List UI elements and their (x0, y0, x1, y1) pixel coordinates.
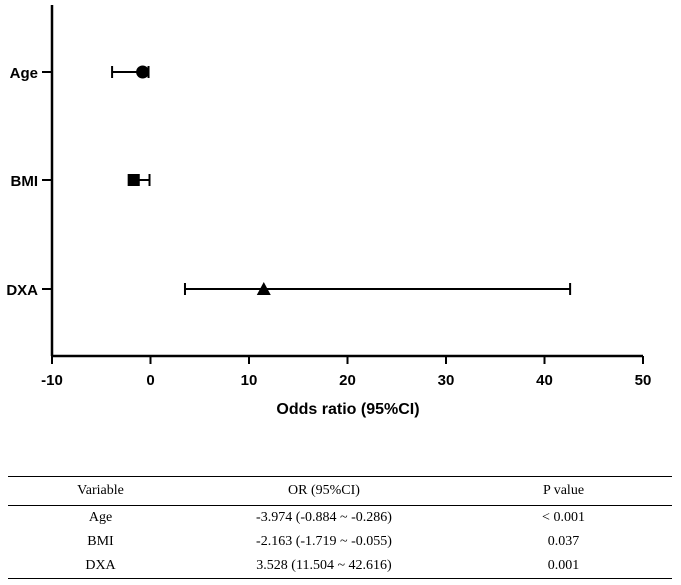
x-axis-label: Odds ratio (95%CI) (276, 401, 419, 418)
header-variable: Variable (8, 476, 193, 506)
cell-variable: DXA (8, 554, 193, 579)
cell-variable: Age (88, 510, 113, 525)
cell-or: 3.528 (11.504 ~ 42.616) (193, 554, 455, 579)
x-tick-label: 30 (438, 372, 455, 389)
table-row: DXA 3.528 (11.504 ~ 42.616) 0.001 (8, 554, 672, 579)
cell-p-value: 0.001 (455, 554, 672, 579)
x-tick-label: 40 (536, 372, 553, 389)
header-or: OR (95%CI) (193, 476, 455, 506)
cell-or: -3.974 (-0.884 ~ -0.286) (256, 510, 392, 525)
forest-row: Age (10, 65, 150, 82)
cell-variable: BMI (87, 534, 114, 549)
axes: -10 0 10 20 30 40 50 (41, 5, 651, 389)
cell-or: -2.163 (-1.719 ~ -0.055) (256, 534, 392, 549)
cell-p-value: < 0.001 (542, 510, 585, 525)
forest-plot: -10 0 10 20 30 40 50 Age BMI DXA Odds ratio (95%… (6, 5, 651, 418)
x-tick-label: 20 (339, 372, 356, 389)
y-tick-label: BMI (11, 173, 39, 190)
x-tick-label: 10 (241, 372, 258, 389)
point-marker-triangle (256, 282, 271, 295)
x-tick-label: 0 (146, 372, 154, 389)
x-tick-label: 50 (635, 372, 652, 389)
x-tick-label: -10 (41, 372, 63, 389)
table-row: Age -3.974 (-0.884 ~ -0.286) < 0.001 (8, 506, 672, 531)
table-row: BMI -2.163 (-1.719 ~ -0.055) 0.037 (8, 530, 672, 554)
y-tick-label: Age (10, 65, 38, 82)
point-marker-square (127, 174, 140, 186)
table-header-row: Variable OR (95%CI) P value (8, 476, 672, 506)
point-marker-circle (136, 65, 150, 79)
forest-rows: Age BMI DXA (6, 65, 572, 299)
cell-p-value: 0.037 (547, 534, 580, 549)
forest-row: BMI (11, 173, 151, 190)
odds-ratio-table: Variable OR (95%CI) P value Age -3.974 (… (8, 476, 672, 579)
forest-row: DXA (6, 282, 572, 299)
header-p-value: P value (455, 476, 672, 506)
y-tick-label: DXA (6, 282, 38, 299)
